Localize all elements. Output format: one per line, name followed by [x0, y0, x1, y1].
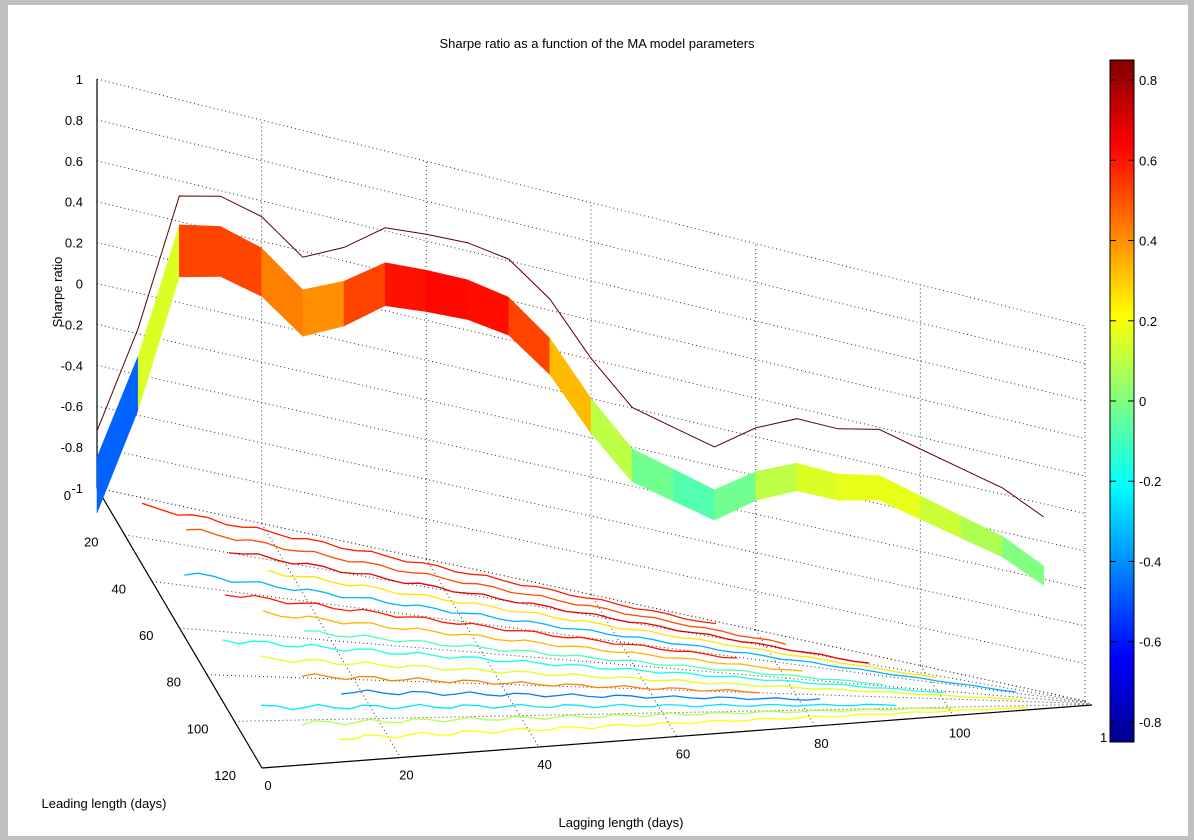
y-floor-gridline [179, 627, 1089, 704]
colorbar-tick-label: 0.2 [1139, 314, 1157, 329]
contour-line [260, 655, 1023, 701]
contour-line [228, 552, 870, 664]
x-tick-label: 60 [676, 747, 690, 762]
z-tick-label: -0.8 [61, 440, 83, 455]
z-tick-label: 0 [76, 277, 83, 292]
y-tick-label: 60 [139, 628, 153, 643]
chart-title: Sharpe ratio as a function of the MA mod… [439, 36, 755, 51]
sharpe-surface[interactable] [96, 195, 1045, 586]
y-floor-gridline [234, 703, 1091, 722]
y-tick-label: 120 [214, 768, 236, 783]
contour-line [301, 706, 956, 726]
contour-line [267, 569, 936, 679]
z-tick-label: 0.8 [65, 113, 83, 128]
contour-line [261, 703, 897, 711]
surface-patch [179, 224, 221, 278]
y-axis-label: Leading length (days) [41, 796, 166, 811]
contour-line [303, 630, 883, 686]
x-tick-label: 40 [537, 757, 551, 772]
surface-ridge [96, 195, 1045, 518]
z-tick-label: -0.6 [61, 399, 83, 414]
contour-line [141, 502, 717, 625]
y-floor-gridline [96, 487, 1086, 702]
floor-contours [141, 502, 1029, 741]
contour-line [184, 572, 1017, 693]
y-tick-label: 40 [112, 581, 126, 596]
colorbar-tick-label: 0 [1139, 394, 1146, 409]
z-tick-label: -1 [71, 481, 83, 496]
contour-line [262, 610, 803, 672]
z-tick-label: -0.4 [61, 358, 83, 373]
axes-box-edge [96, 487, 263, 769]
z-tick-label: 0.2 [65, 236, 83, 251]
x-axis-ticks: 0 20 40 60 80 100 [264, 726, 970, 794]
x-floor-gridline [425, 558, 540, 748]
contour-line [222, 639, 946, 693]
x-tick-label: 80 [814, 736, 828, 751]
y-tick-label: 20 [84, 535, 98, 550]
colorbar-tick-label: 0.8 [1139, 73, 1157, 88]
contour-line [224, 594, 738, 659]
y-tick-label: 0 [64, 488, 71, 503]
surface-patch [1002, 535, 1045, 586]
colorbar-tick-label: 0.6 [1139, 153, 1157, 168]
colorbar-tick-label: 0.4 [1139, 234, 1157, 249]
z-tick-label: 0.6 [65, 154, 83, 169]
colorbar-tick-label: -0.8 [1139, 715, 1161, 730]
colorbar-tick-label: -0.2 [1139, 474, 1161, 489]
colorbar-tick-label: -0.4 [1139, 554, 1161, 569]
y-tick-label: 80 [167, 675, 181, 690]
y-floor-gridline [124, 534, 1087, 703]
x-axis-label: Lagging length (days) [558, 815, 683, 830]
contour-line [339, 706, 1029, 741]
axes-box-edge [261, 704, 1093, 769]
colorbar-tick-label: -0.6 [1139, 635, 1161, 650]
axis-extra-tick: 1 [1100, 730, 1107, 745]
y-tick-label: 100 [187, 721, 209, 736]
x-tick-label: 0 [264, 778, 271, 793]
x-tick-label: 20 [399, 768, 413, 783]
surface-patch [837, 473, 880, 501]
z-gridline [96, 160, 1086, 402]
x-tick-label: 100 [949, 726, 971, 741]
colorbar[interactable]: -0.8 -0.6 -0.4 -0.2 0 0.2 0.4 0.6 0.8 [1109, 59, 1161, 743]
z-axis-ticks: -1 -0.8 -0.6 -0.4 -0.2 0 0.2 0.4 0.6 0.8 1 [61, 72, 83, 496]
z-tick-label: 1 [76, 72, 83, 87]
contour-line [186, 528, 787, 645]
z-axis-label: Sharpe ratio [50, 257, 65, 328]
surface-patch [384, 262, 427, 312]
colorbar-ticks: -0.8 -0.6 -0.4 -0.2 0 0.2 0.4 0.6 0.8 [1110, 73, 1161, 730]
contour-line [301, 673, 759, 694]
z-tick-label: -0.2 [61, 317, 83, 332]
contour-line [341, 689, 821, 701]
y-axis-ticks: 0 20 40 60 80 100 120 [64, 488, 236, 783]
z-tick-label: 0.4 [65, 195, 83, 210]
